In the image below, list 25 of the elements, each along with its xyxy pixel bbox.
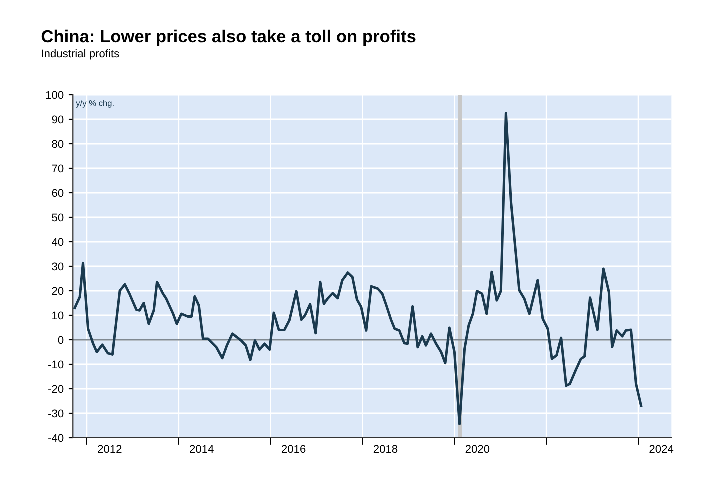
y-tick-label: 50 bbox=[52, 214, 64, 222]
x-tick-label: 2014 bbox=[190, 445, 214, 454]
line-series bbox=[74, 112, 643, 426]
chart-subtitle: Industrial profits bbox=[42, 49, 120, 60]
x-tick-label: 2012 bbox=[98, 445, 122, 454]
x-tick-label: 2024 bbox=[650, 445, 674, 454]
y-tick-label: 60 bbox=[52, 189, 64, 198]
y-tick-label: -40 bbox=[48, 434, 64, 442]
y-tick-label: 100 bbox=[46, 91, 64, 100]
y-tick-label: 30 bbox=[52, 262, 64, 271]
y-tick-label: 0 bbox=[58, 336, 64, 344]
x-tick-label: 2016 bbox=[282, 445, 306, 454]
y-tick-label: 80 bbox=[52, 140, 64, 148]
y-axis-title: y/y % chg. bbox=[76, 100, 114, 108]
y-tick-label: 70 bbox=[52, 164, 64, 173]
y-tick-label: -20 bbox=[48, 385, 64, 394]
y-tick-label: 90 bbox=[52, 116, 64, 124]
y-tick-label: -10 bbox=[48, 360, 64, 369]
x-tick-label: 2020 bbox=[466, 445, 490, 454]
y-tick-label: -30 bbox=[48, 410, 64, 418]
y-tick-label: 40 bbox=[52, 238, 64, 246]
chart-title: China: Lower prices also take a toll on profits bbox=[42, 30, 416, 46]
x-tick-label: 2018 bbox=[374, 445, 398, 454]
y-tick-label: 10 bbox=[52, 312, 64, 320]
y-tick-label: 20 bbox=[52, 287, 64, 296]
